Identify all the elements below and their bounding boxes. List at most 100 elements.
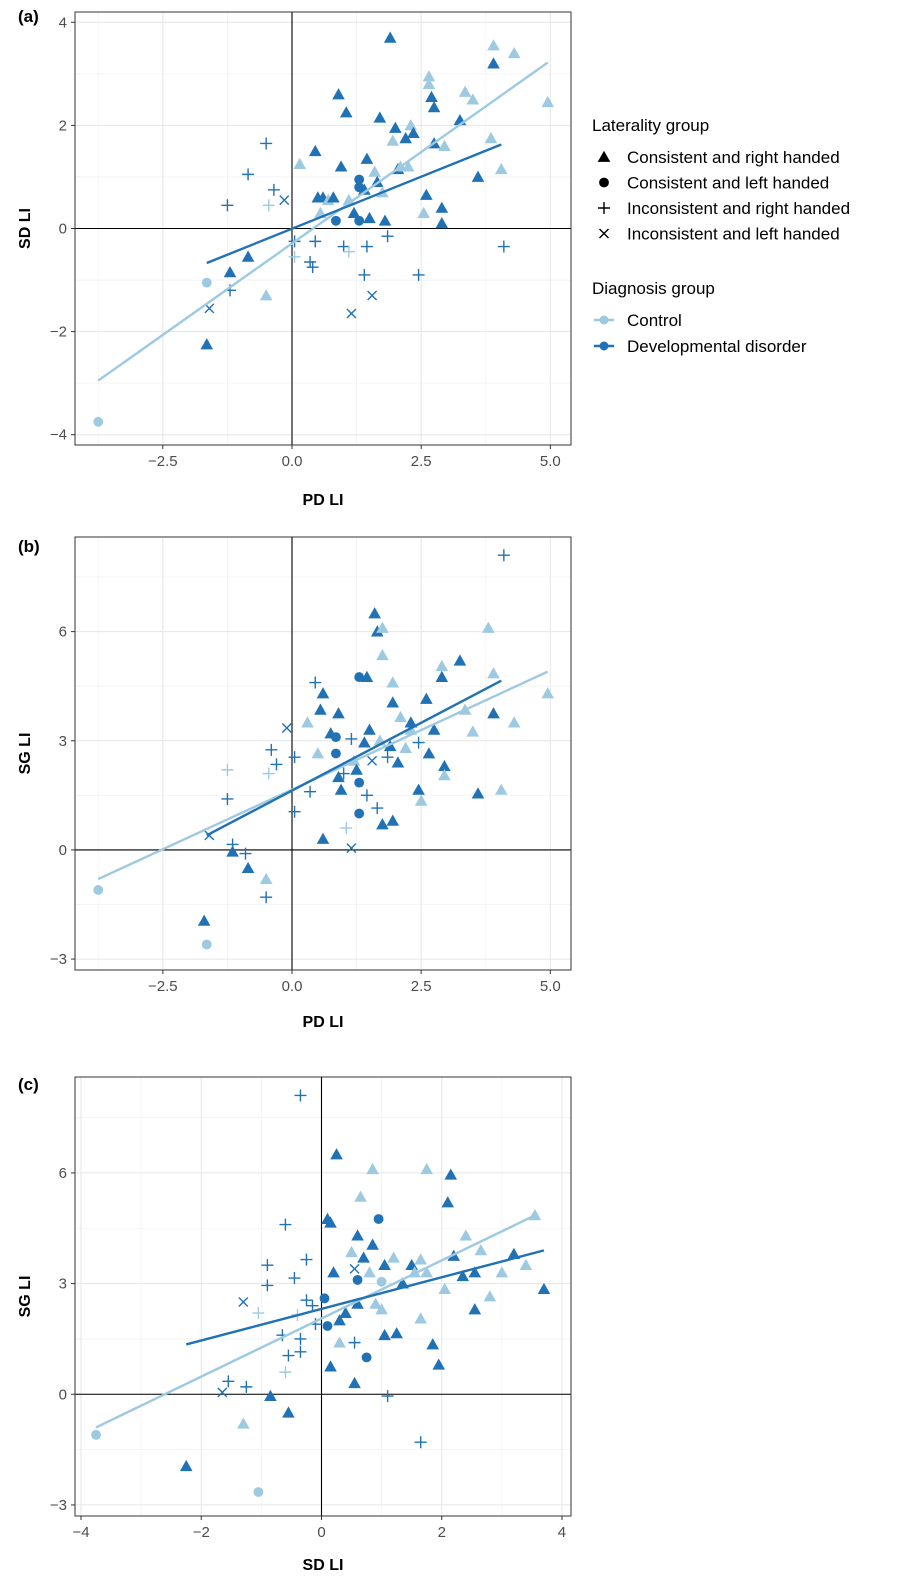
data-point	[507, 716, 521, 728]
data-point	[339, 1306, 352, 1319]
legend-label-laterality: Inconsistent and left handed	[627, 225, 840, 244]
data-point	[300, 1253, 313, 1266]
y-tick-label: 0	[59, 842, 67, 859]
data-point	[458, 85, 472, 97]
data-point	[367, 290, 378, 301]
data-point	[407, 126, 420, 139]
data-point	[497, 240, 510, 253]
data-point	[281, 723, 292, 734]
data-point	[360, 670, 374, 683]
data-point	[354, 672, 365, 683]
scatter-panel-3: −4 −2 0 2 4 −3 0 3 6 SD LI SG LI (c)	[17, 1075, 572, 1574]
data-point	[334, 160, 348, 172]
data-point	[438, 139, 451, 151]
data-point	[381, 751, 394, 764]
scatter-panel-1: −2.5 0.0 2.5 5.0 −4 −2 0 2 4 PD LI SD LI (a)	[17, 7, 572, 509]
x-tick-label: 4	[558, 1524, 566, 1541]
data-point	[340, 822, 353, 835]
data-point	[348, 1336, 361, 1349]
data-point	[279, 1366, 292, 1379]
data-point	[471, 170, 485, 182]
data-point	[319, 1293, 330, 1304]
data-point	[345, 732, 358, 745]
legend-key-cross	[599, 228, 609, 239]
y-tick-label: 4	[59, 14, 67, 31]
x-tick-label: 0	[317, 1524, 325, 1541]
data-point	[414, 1312, 427, 1324]
data-point	[474, 1244, 488, 1256]
data-point	[345, 1245, 358, 1258]
data-point	[351, 1297, 364, 1309]
legend-label-laterality: Consistent and left handed	[627, 174, 829, 193]
data-point	[495, 1266, 509, 1278]
data-point	[306, 261, 319, 274]
x-tick-label: 0.0	[282, 453, 303, 470]
data-point	[342, 245, 355, 258]
data-point	[361, 1352, 372, 1363]
x-axis-title: PD LI	[303, 492, 344, 509]
legend-key-dot	[599, 315, 609, 325]
data-point	[373, 111, 387, 123]
data-point	[456, 1269, 470, 1282]
data-point	[316, 832, 330, 844]
plot-background	[75, 537, 571, 970]
data-point	[391, 756, 405, 768]
data-point	[347, 206, 361, 218]
data-point	[314, 703, 327, 715]
data-point	[354, 215, 365, 226]
data-point	[399, 741, 412, 753]
data-point	[332, 770, 345, 783]
data-point	[444, 1168, 458, 1180]
y-axis-title: SG LI	[17, 1276, 34, 1318]
data-point	[354, 174, 365, 185]
data-point	[201, 277, 212, 288]
data-point	[435, 217, 449, 229]
data-point	[412, 736, 425, 749]
legend-label-diagnosis: Developmental disorder	[627, 337, 807, 356]
data-point	[304, 785, 317, 798]
data-point	[349, 1263, 360, 1274]
x-tick-label: −2.5	[148, 453, 178, 470]
data-point	[494, 162, 508, 175]
data-point	[389, 121, 402, 133]
data-point	[288, 751, 301, 764]
data-point	[360, 240, 373, 253]
x-axis-title: SD LI	[303, 1557, 344, 1574]
data-point	[306, 1299, 319, 1312]
data-point	[373, 1214, 384, 1224]
data-point	[304, 256, 317, 269]
panel-label: (b)	[18, 537, 40, 556]
data-point	[226, 845, 239, 857]
data-point	[241, 861, 255, 874]
data-point	[497, 549, 510, 562]
fit-line	[97, 61, 549, 382]
data-point	[267, 183, 280, 196]
x-tick-label: 5.0	[540, 978, 561, 995]
data-point	[422, 70, 436, 82]
data-point	[466, 93, 480, 105]
data-point	[93, 416, 104, 427]
data-point	[351, 1229, 364, 1241]
data-point	[378, 1328, 391, 1341]
data-point	[217, 1387, 228, 1398]
fit-line	[185, 1249, 545, 1346]
data-point	[253, 1487, 264, 1497]
data-point	[322, 1321, 333, 1331]
y-tick-label: 6	[59, 1165, 67, 1182]
data-point	[348, 1376, 361, 1389]
data-point	[376, 1276, 387, 1287]
legend-key-dot	[599, 341, 609, 351]
legend-title-laterality: Laterality group	[592, 116, 709, 135]
data-point	[301, 716, 314, 728]
data-point	[386, 696, 400, 708]
x-axis-title: PD LI	[303, 1014, 344, 1031]
y-tick-label: 6	[59, 624, 67, 641]
data-point	[414, 1253, 427, 1265]
data-point	[366, 1238, 379, 1250]
data-point	[468, 1266, 482, 1278]
data-point	[358, 736, 371, 748]
data-point	[383, 31, 397, 43]
panel-label: (a)	[18, 7, 39, 26]
data-point	[222, 1375, 235, 1388]
data-point	[404, 716, 418, 728]
